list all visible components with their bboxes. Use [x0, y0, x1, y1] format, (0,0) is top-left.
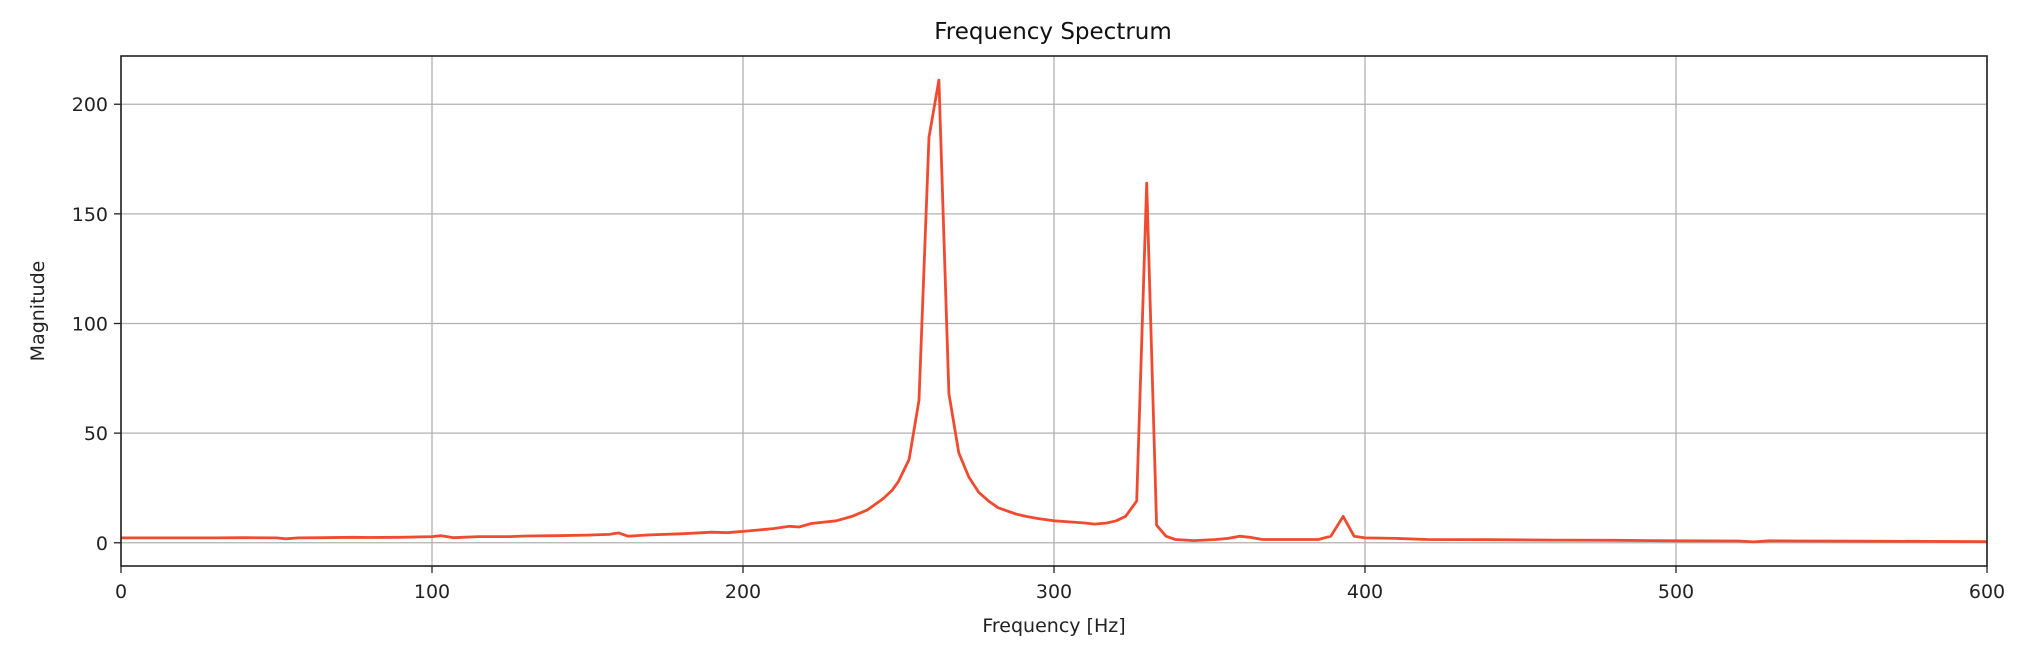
- x-tick-label: 100: [414, 581, 450, 603]
- y-tick-label: 100: [72, 313, 108, 335]
- y-tick-label: 200: [72, 94, 108, 116]
- ticks: 0 100 200 300 400 500 600 0 50 100 150 200: [72, 94, 2005, 603]
- x-tick-label: 600: [1969, 581, 2005, 603]
- x-tick-label: 0: [115, 581, 127, 603]
- x-tick-label: 300: [1036, 581, 1072, 603]
- spectrum-line: [121, 78, 1988, 544]
- x-tick-label: 500: [1658, 581, 1694, 603]
- y-axis-label: Magnitude: [27, 261, 49, 362]
- series: [121, 78, 1988, 544]
- grid: [120, 56, 1988, 566]
- y-tick-label: 0: [96, 533, 108, 555]
- x-tick-label: 200: [725, 581, 761, 603]
- x-axis-label: Frequency [Hz]: [982, 615, 1125, 637]
- y-tick-label: 150: [72, 204, 108, 226]
- y-tick-label: 50: [84, 423, 108, 445]
- chart-title: Frequency Spectrum: [934, 19, 1172, 45]
- x-tick-label: 400: [1347, 581, 1383, 603]
